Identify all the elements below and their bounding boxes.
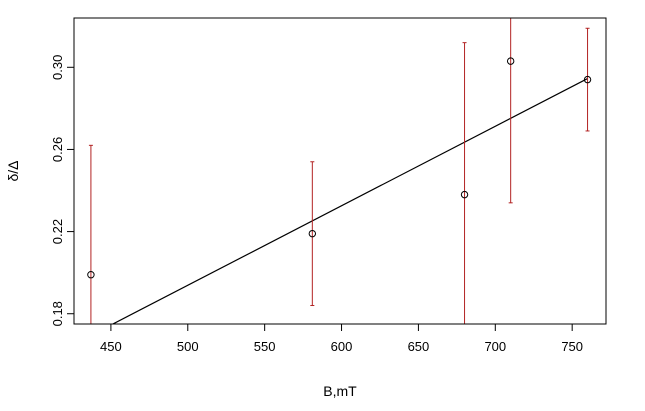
x-tick-label-750: 750	[561, 339, 583, 354]
x-tick-label-600: 600	[331, 339, 353, 354]
data-point-2	[308, 229, 317, 238]
y-tick-label-2: 0.26	[50, 137, 65, 162]
x-tick-label-450: 450	[100, 339, 122, 354]
error-bar-layer	[88, 18, 590, 324]
fit-line-layer	[111, 78, 588, 324]
y-axis: 0.18 0.22 0.26 0.30	[50, 55, 75, 326]
error-bar-2	[310, 161, 315, 307]
x-tick-label-700: 700	[484, 339, 506, 354]
y-tick-label-0: 0.18	[50, 301, 65, 326]
data-point-4	[506, 57, 515, 65]
error-bar-1	[88, 144, 93, 324]
data-point-5	[583, 75, 592, 84]
data-point-layer	[87, 57, 592, 279]
y-axis-title: δ/Δ	[5, 160, 21, 181]
x-axis-title: B,mT	[323, 383, 357, 399]
x-tick-label-550: 550	[254, 339, 276, 354]
error-bar-5	[585, 27, 590, 132]
error-bar-3	[462, 42, 467, 324]
y-tick-label-1: 0.22	[50, 219, 65, 244]
fit-line	[111, 78, 588, 324]
y-tick-label-3: 0.30	[50, 55, 65, 80]
x-axis: 450 500 550 600 650 700 750	[100, 323, 583, 354]
data-point-1	[87, 271, 95, 279]
data-point-3	[460, 190, 469, 199]
error-bar-4	[508, 18, 513, 204]
plot-frame	[73, 17, 607, 325]
x-tick-label-650: 650	[408, 339, 430, 354]
x-tick-label-500: 500	[177, 339, 199, 354]
